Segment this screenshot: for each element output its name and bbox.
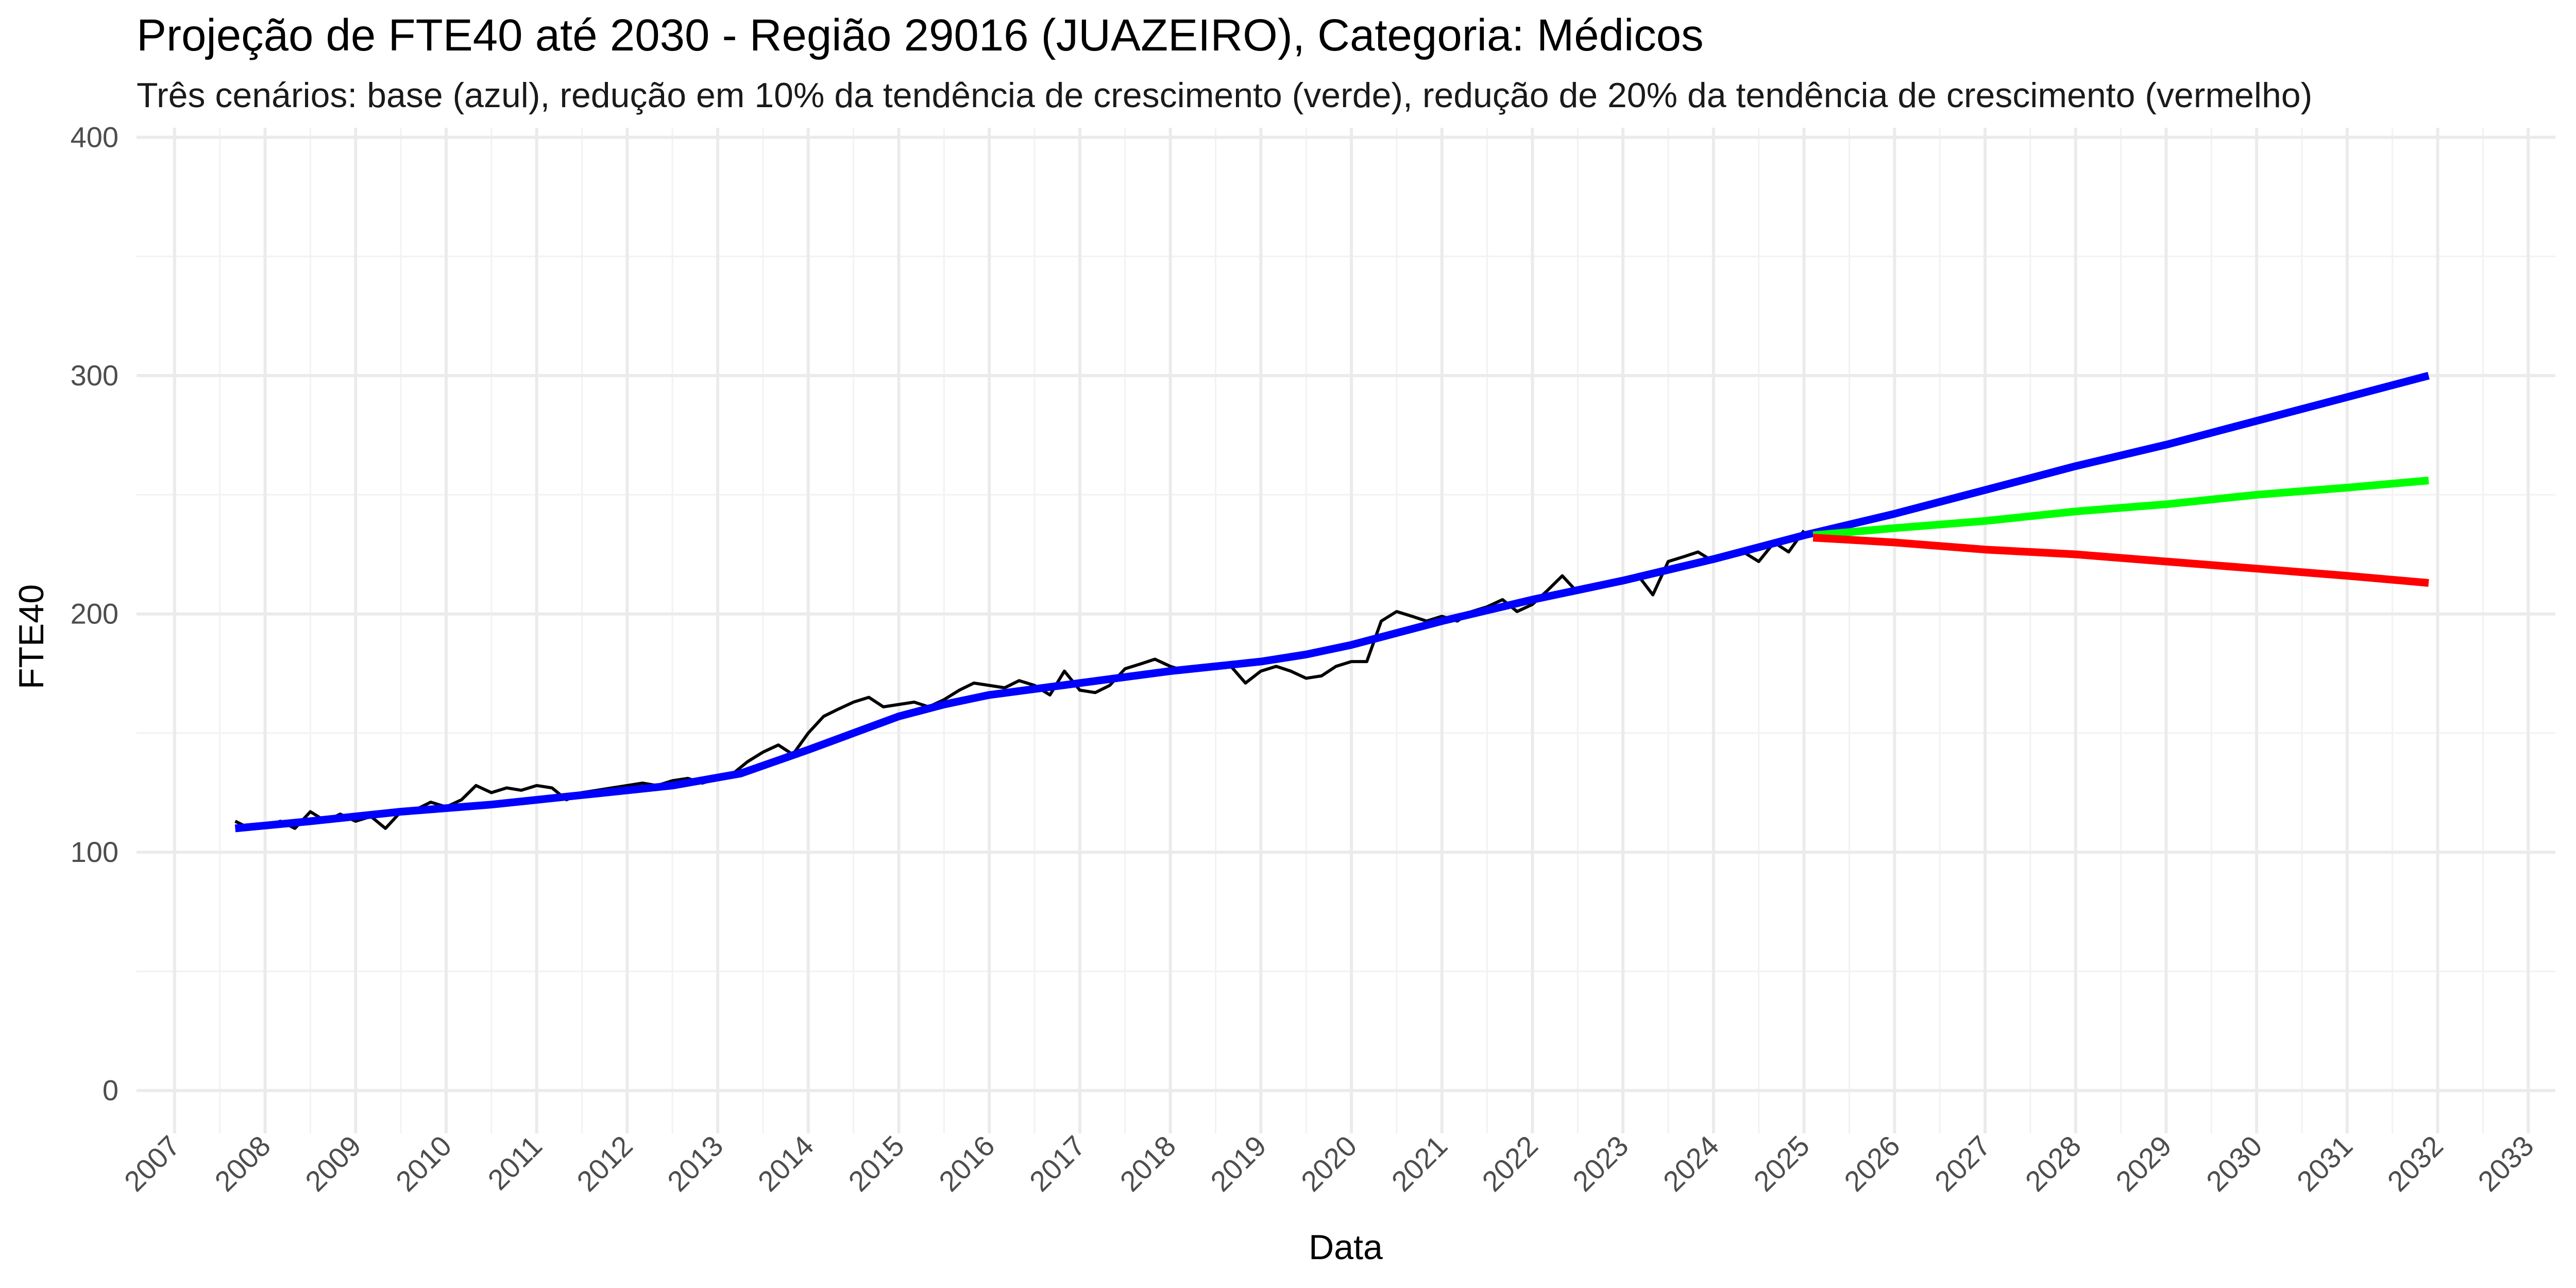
plot-grid	[137, 128, 2555, 1133]
y-tick-label: 0	[103, 1074, 118, 1107]
y-axis-title: FTE40	[12, 584, 51, 689]
x-axis-title: Data	[1309, 1228, 1383, 1267]
y-tick-label: 300	[71, 359, 118, 392]
chart-title: Projeção de FTE40 até 2030 - Região 2901…	[137, 10, 1704, 60]
y-tick-label: 200	[71, 598, 118, 630]
reduction-20-scenario-line	[1812, 534, 2429, 587]
y-tick-label: 100	[71, 836, 118, 868]
y-tick-label: 400	[71, 121, 118, 154]
reduction-10-scenario-line	[1812, 477, 2429, 539]
base-scenario-line	[234, 371, 2430, 833]
chart-subtitle: Três cenários: base (azul), redução em 1…	[137, 76, 2312, 115]
plot-series	[234, 371, 2430, 833]
y-axis-tick-labels: 0 100 200 300 400	[71, 121, 118, 1107]
